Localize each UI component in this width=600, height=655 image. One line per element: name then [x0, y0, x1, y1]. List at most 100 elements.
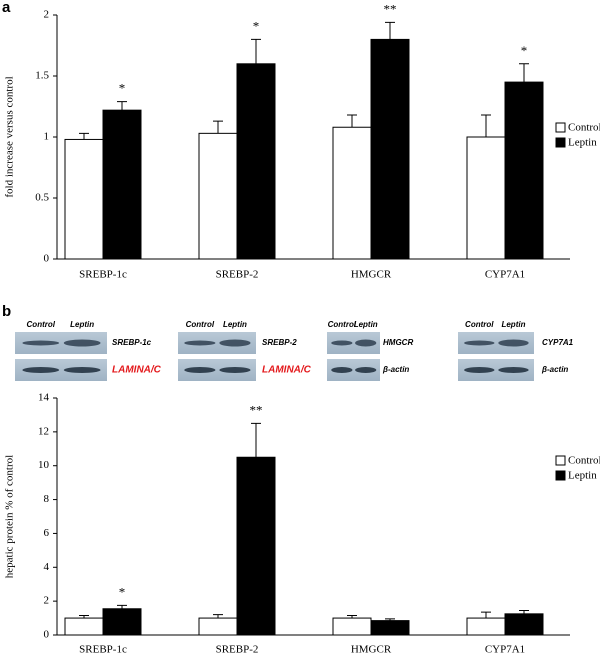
blot-band: [464, 340, 495, 346]
blot-image: [458, 332, 534, 354]
significance: *: [119, 81, 126, 96]
error-bar: [251, 38, 261, 64]
significance: **: [384, 1, 397, 16]
blot-band: [63, 339, 101, 347]
blot-image: [15, 332, 107, 354]
error-bar: [213, 614, 223, 619]
x-tick-label: SREBP-2: [216, 644, 259, 655]
lane-label: Control: [328, 320, 357, 329]
lane-label: Leptin: [70, 320, 94, 329]
significance: *: [119, 584, 126, 599]
blot-band: [498, 367, 529, 373]
y-tick-label: 0.5: [35, 192, 49, 204]
error-bar: [117, 101, 127, 111]
legend-label: Control: [568, 455, 600, 467]
blot-band: [355, 367, 377, 373]
y-tick-label: 0: [44, 253, 50, 265]
legend-swatch: [555, 137, 566, 148]
bar: [332, 617, 372, 636]
error-bar: [117, 604, 127, 609]
lane-label: Leptin: [501, 320, 525, 329]
blot-band: [331, 340, 353, 346]
y-tick-label: 6: [44, 527, 50, 539]
bar: [236, 63, 276, 260]
y-tick-label: 14: [38, 392, 50, 404]
y-tick-label: 1: [44, 131, 50, 143]
error-bar: [481, 114, 491, 137]
x-tick-label: SREBP-1c: [79, 269, 127, 281]
blot-row-label: SREBP-2: [262, 338, 297, 347]
error-bar: [251, 422, 261, 458]
blot-band: [219, 339, 251, 347]
bar: [504, 81, 544, 260]
bar: [64, 138, 104, 260]
bar: [198, 132, 238, 260]
blot-row-label: SREBP-1c: [112, 338, 152, 347]
significance: *: [253, 18, 260, 33]
y-tick-label: 8: [44, 493, 50, 505]
blot-row-label: β-actin: [382, 365, 409, 374]
blot-band: [331, 367, 353, 373]
y-axis-label: hepatic protein % of control: [4, 455, 16, 578]
blot-image: [15, 359, 107, 381]
bar: [370, 620, 410, 636]
legend-swatch: [555, 455, 566, 466]
blot-band: [184, 340, 216, 346]
x-tick-label: SREBP-1c: [79, 644, 127, 655]
x-tick-label: HMGCR: [351, 644, 392, 655]
blot-image: [178, 359, 256, 381]
bar: [466, 136, 506, 260]
blot-band: [22, 340, 60, 346]
error-bar: [519, 63, 529, 83]
error-bar: [481, 611, 491, 619]
blot-band: [498, 339, 529, 347]
panel-label: b: [2, 303, 11, 320]
bar: [236, 456, 276, 636]
blot-band: [464, 367, 495, 373]
bar: [466, 617, 506, 636]
blot-image: [458, 359, 534, 381]
error-bar: [213, 120, 223, 134]
y-tick-label: 4: [44, 561, 50, 573]
bar: [102, 109, 142, 260]
legend-label: Control: [568, 122, 600, 134]
legend-swatch: [555, 122, 566, 133]
legend-label: Leptin: [568, 137, 597, 149]
lane-label: Control: [27, 320, 56, 329]
panel-label: a: [2, 0, 11, 16]
x-tick-label: CYP7A1: [485, 269, 525, 281]
blot-row-label: LAMINA/C: [262, 365, 312, 376]
bar: [370, 38, 410, 260]
significance: **: [250, 402, 263, 417]
lane-label: Leptin: [354, 320, 378, 329]
blot-image: [327, 359, 380, 381]
y-tick-label: 2: [44, 9, 50, 21]
blot-row-label: β-actin: [541, 365, 568, 374]
error-bar: [347, 114, 357, 128]
blot-band: [184, 367, 216, 373]
significance: *: [521, 43, 528, 58]
error-bar: [385, 21, 395, 40]
blot-band: [63, 367, 101, 373]
legend-swatch: [555, 470, 566, 481]
blot-row-label: LAMINA/C: [112, 365, 162, 376]
error-bar: [385, 618, 395, 621]
x-tick-label: CYP7A1: [485, 644, 525, 655]
y-tick-label: 12: [38, 425, 49, 437]
blot-band: [22, 367, 60, 373]
legend-label: Leptin: [568, 470, 597, 482]
y-tick-label: 0: [44, 629, 50, 641]
error-bar: [519, 609, 529, 614]
bar: [64, 617, 104, 636]
x-tick-label: HMGCR: [351, 269, 392, 281]
error-bar: [79, 132, 89, 140]
lane-label: Control: [465, 320, 494, 329]
lane-label: Control: [186, 320, 215, 329]
bar: [504, 613, 544, 636]
blot-image: [327, 332, 380, 354]
error-bar: [347, 615, 357, 619]
x-tick-label: SREBP-2: [216, 269, 259, 281]
bar: [198, 617, 238, 636]
y-tick-label: 10: [38, 459, 50, 471]
